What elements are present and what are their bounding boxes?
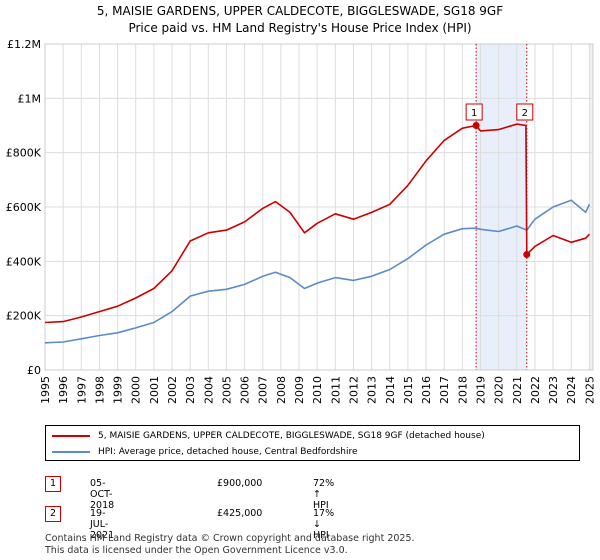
x-tick-label: 2017	[438, 376, 451, 404]
x-tick-label: 2021	[511, 376, 524, 404]
x-tick-label: 2008	[275, 376, 288, 404]
legend-item-hpi: HPI: Average price, detached house, Cent…	[52, 444, 358, 460]
x-tick-label: 2002	[166, 376, 179, 404]
sale-box-label-2: 2	[522, 108, 528, 119]
sale-badge-2: 2	[45, 506, 61, 522]
x-tick-label: 2025	[583, 376, 596, 404]
series-line-property	[44, 123, 590, 324]
y-tick-label: £800K	[6, 147, 42, 160]
x-tick-label: 2007	[257, 376, 270, 404]
x-tick-label: 2015	[402, 376, 415, 404]
x-tick-label: 1997	[75, 376, 88, 404]
legend-swatch-hpi	[52, 451, 90, 453]
y-tick-label: £1M	[18, 92, 42, 105]
chart-title-address: 5, MAISIE GARDENS, UPPER CALDECOTE, BIGG…	[96, 4, 504, 18]
x-tick-label: 1998	[93, 376, 106, 404]
sale-box-1	[465, 103, 483, 121]
x-tick-label: 1995	[39, 376, 52, 404]
price-chart: £0 £200K £400K £600K £800K £1M £1.2M 1995 1996 19…	[6, 38, 597, 404]
sale-hpi-2: 17% ↓ HPI	[313, 508, 335, 541]
x-tick-label: 2016	[420, 376, 433, 404]
x-tick-label: 2023	[547, 376, 560, 404]
x-tick-label: 2006	[239, 376, 252, 404]
x-tick-label: 1996	[57, 376, 70, 404]
x-tick-label: 2003	[184, 376, 197, 404]
sale-hpi-1: 72% ↑ HPI	[313, 478, 335, 511]
x-tick-label: 2000	[130, 376, 143, 404]
x-tick-label: 2001	[148, 376, 161, 404]
sale-box-label-1: 1	[471, 108, 477, 119]
x-tick-label: 1999	[112, 376, 125, 404]
x-tick-label: 2014	[384, 376, 397, 404]
footer-copyright: Contains HM Land Registry data © Crown c…	[45, 533, 415, 544]
x-tick-label: 2005	[220, 376, 233, 404]
x-tick-label: 2020	[493, 376, 506, 404]
y-tick-label: £400K	[6, 255, 42, 268]
series-line-hpi	[44, 199, 591, 344]
y-tick-label: £200K	[6, 310, 42, 323]
legend: 5, MAISIE GARDENS, UPPER CALDECOTE, BIGG…	[45, 425, 580, 461]
x-tick-label: 2018	[456, 376, 469, 404]
x-tick-label: 2019	[474, 376, 487, 404]
plot-border	[44, 43, 594, 371]
x-tick-label: 2011	[329, 376, 342, 404]
x-tick-label: 2013	[366, 376, 379, 404]
sale-date-1: 05-OCT-2018	[90, 478, 115, 511]
y-tick-label: £0	[27, 364, 41, 377]
x-tick-label: 2009	[293, 376, 306, 404]
footer-licence: This data is licensed under the Open Gov…	[45, 545, 348, 556]
x-tick-label: 2024	[565, 376, 578, 404]
sale-point-2	[523, 251, 531, 259]
sale-date-2: 19-JUL-2021	[90, 508, 115, 541]
x-tick-label: 2022	[529, 376, 542, 404]
chart-subtitle: Price paid vs. HM Land Registry's House …	[128, 21, 472, 35]
legend-item-property: 5, MAISIE GARDENS, UPPER CALDECOTE, BIGG…	[52, 428, 485, 444]
sale-price-1: £900,000	[217, 478, 263, 489]
x-tick-label: 2012	[347, 376, 360, 404]
sale-point-1	[472, 122, 480, 129]
x-tick-label: 2004	[202, 376, 215, 404]
x-tick-label: 2010	[311, 376, 324, 404]
legend-swatch-property	[52, 435, 90, 437]
sale-badge-1: 1	[45, 476, 61, 492]
sale-price-2: £425,000	[217, 508, 263, 519]
legend-label-property: 5, MAISIE GARDENS, UPPER CALDECOTE, BIGG…	[98, 431, 485, 441]
y-tick-label: £600K	[6, 201, 42, 214]
sale-box-2	[516, 103, 534, 121]
legend-label-hpi: HPI: Average price, detached house, Cent…	[98, 447, 358, 457]
y-tick-label: £1.2M	[7, 38, 41, 51]
